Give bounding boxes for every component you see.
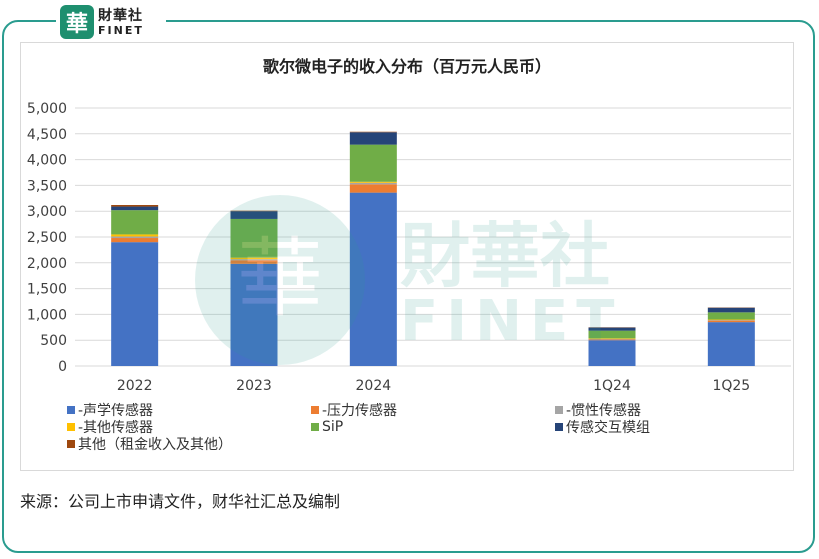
bar-segment-2023-1 bbox=[230, 260, 278, 264]
bar-segment-1Q25-4 bbox=[707, 312, 755, 320]
source-note: 来源：公司上市申请文件，财华社汇总及编制 bbox=[20, 492, 341, 511]
legend-item: SiP bbox=[311, 418, 555, 435]
y-tick-label: 4,000 bbox=[27, 153, 67, 169]
brand-seal-icon: 華 bbox=[60, 5, 94, 39]
legend-label: -压力传感器 bbox=[322, 402, 398, 419]
bar-segment-2022-3 bbox=[111, 234, 159, 237]
bar-segment-1Q25-1 bbox=[707, 320, 755, 323]
legend-swatch bbox=[555, 422, 563, 431]
bar-segment-2022-0 bbox=[111, 242, 159, 366]
bar-segment-1Q24-5 bbox=[588, 327, 636, 331]
y-tick-label: 3,000 bbox=[27, 204, 67, 220]
x-tick-label: 1Q25 bbox=[712, 378, 750, 394]
bar-segment-2024-6 bbox=[349, 131, 397, 133]
legend-swatch bbox=[555, 405, 563, 414]
legend-label: SiP bbox=[322, 418, 344, 435]
bar-segment-2023-3 bbox=[230, 257, 278, 260]
y-tick-label: 1,500 bbox=[27, 282, 67, 298]
bar-segment-1Q24-3 bbox=[588, 338, 636, 339]
bar-segment-2023-0 bbox=[230, 263, 278, 366]
y-tick-label: 500 bbox=[40, 333, 67, 349]
y-tick-label: 3,500 bbox=[27, 178, 67, 194]
bar-segment-2023-6 bbox=[230, 210, 278, 212]
legend-swatch bbox=[311, 422, 319, 431]
legend-item: 其他（租金收入及其他） bbox=[67, 435, 311, 453]
x-tick-label: 2022 bbox=[117, 378, 153, 394]
bar-segment-2023-5 bbox=[230, 211, 278, 219]
legend-label: -其他传感器 bbox=[78, 419, 154, 436]
bar-segment-2023-2 bbox=[230, 259, 278, 261]
y-tick-label: 0 bbox=[58, 359, 67, 375]
x-tick-label: 1Q24 bbox=[593, 378, 631, 394]
bar-segment-2024-1 bbox=[349, 184, 397, 193]
legend-swatch bbox=[67, 405, 75, 414]
bar-segment-1Q24-0 bbox=[588, 340, 636, 366]
bar-segment-2024-0 bbox=[349, 192, 397, 366]
chart-container: 歌尔微电子的收入分布（百万元人民币） 0 500 1,000 1,500 2,000 2,… bbox=[20, 42, 794, 471]
legend-label: 传感交互模组 bbox=[566, 419, 650, 436]
bar-segment-1Q24-1 bbox=[588, 339, 636, 341]
chart-title: 歌尔微电子的收入分布（百万元人民币） bbox=[262, 57, 551, 76]
bar-segment-2022-1 bbox=[111, 238, 159, 243]
bar-segment-2023-4 bbox=[230, 218, 278, 258]
bar-segment-2024-4 bbox=[349, 144, 397, 182]
legend-swatch bbox=[67, 439, 75, 448]
y-tick-label: 2,000 bbox=[27, 256, 67, 272]
chart-plot: 0 500 1,000 1,500 2,000 2,500 3,000 3,500 4,000 4… bbox=[27, 101, 791, 394]
legend-label: -声学传感器 bbox=[78, 402, 154, 419]
bar-segment-2022-5 bbox=[111, 206, 159, 211]
y-tick-label: 4,500 bbox=[27, 127, 67, 143]
legend-swatch bbox=[311, 405, 319, 414]
y-tick-label: 1,000 bbox=[27, 307, 67, 323]
y-tick-label: 5,000 bbox=[27, 101, 67, 117]
bar-segment-1Q25-0 bbox=[707, 322, 755, 366]
legend-item: 传感交互模组 bbox=[555, 418, 787, 436]
legend-item: -惯性传感器 bbox=[555, 401, 787, 419]
legend-item: -其他传感器 bbox=[67, 418, 311, 436]
bar-segment-1Q24-4 bbox=[588, 330, 636, 339]
legend-label: 其他（租金收入及其他） bbox=[78, 436, 232, 453]
bar-segment-1Q24-2 bbox=[588, 338, 636, 340]
bar-segment-2022-2 bbox=[111, 236, 159, 239]
legend-item: -压力传感器 bbox=[311, 401, 555, 419]
bar-segment-2022-6 bbox=[111, 205, 159, 207]
brand-name-cn: 財華社 bbox=[98, 7, 143, 24]
bar-segment-2024-5 bbox=[349, 132, 397, 145]
bar-segment-2024-2 bbox=[349, 182, 397, 185]
legend-item: -声学传感器 bbox=[67, 401, 311, 419]
x-tick-label: 2023 bbox=[236, 378, 272, 394]
brand-name-en: FINET bbox=[98, 23, 144, 37]
legend-label: -惯性传感器 bbox=[566, 402, 642, 419]
legend-swatch bbox=[67, 422, 75, 431]
bar-segment-1Q25-5 bbox=[707, 307, 755, 313]
bar-segment-1Q25-2 bbox=[707, 320, 755, 321]
y-tick-label: 2,500 bbox=[27, 230, 67, 246]
bar-segment-2022-4 bbox=[111, 210, 159, 235]
bar-segment-1Q25-3 bbox=[707, 319, 755, 321]
brand-logo: 華 財華社 FINET bbox=[56, 4, 166, 40]
bar-segment-2024-3 bbox=[349, 181, 397, 183]
x-tick-label: 2024 bbox=[356, 378, 392, 394]
chart-legend: -声学传感器 -压力传感器 -惯性传感器 -其他传感器 SiP 传感交互模组其他（租金收入… bbox=[67, 401, 787, 453]
